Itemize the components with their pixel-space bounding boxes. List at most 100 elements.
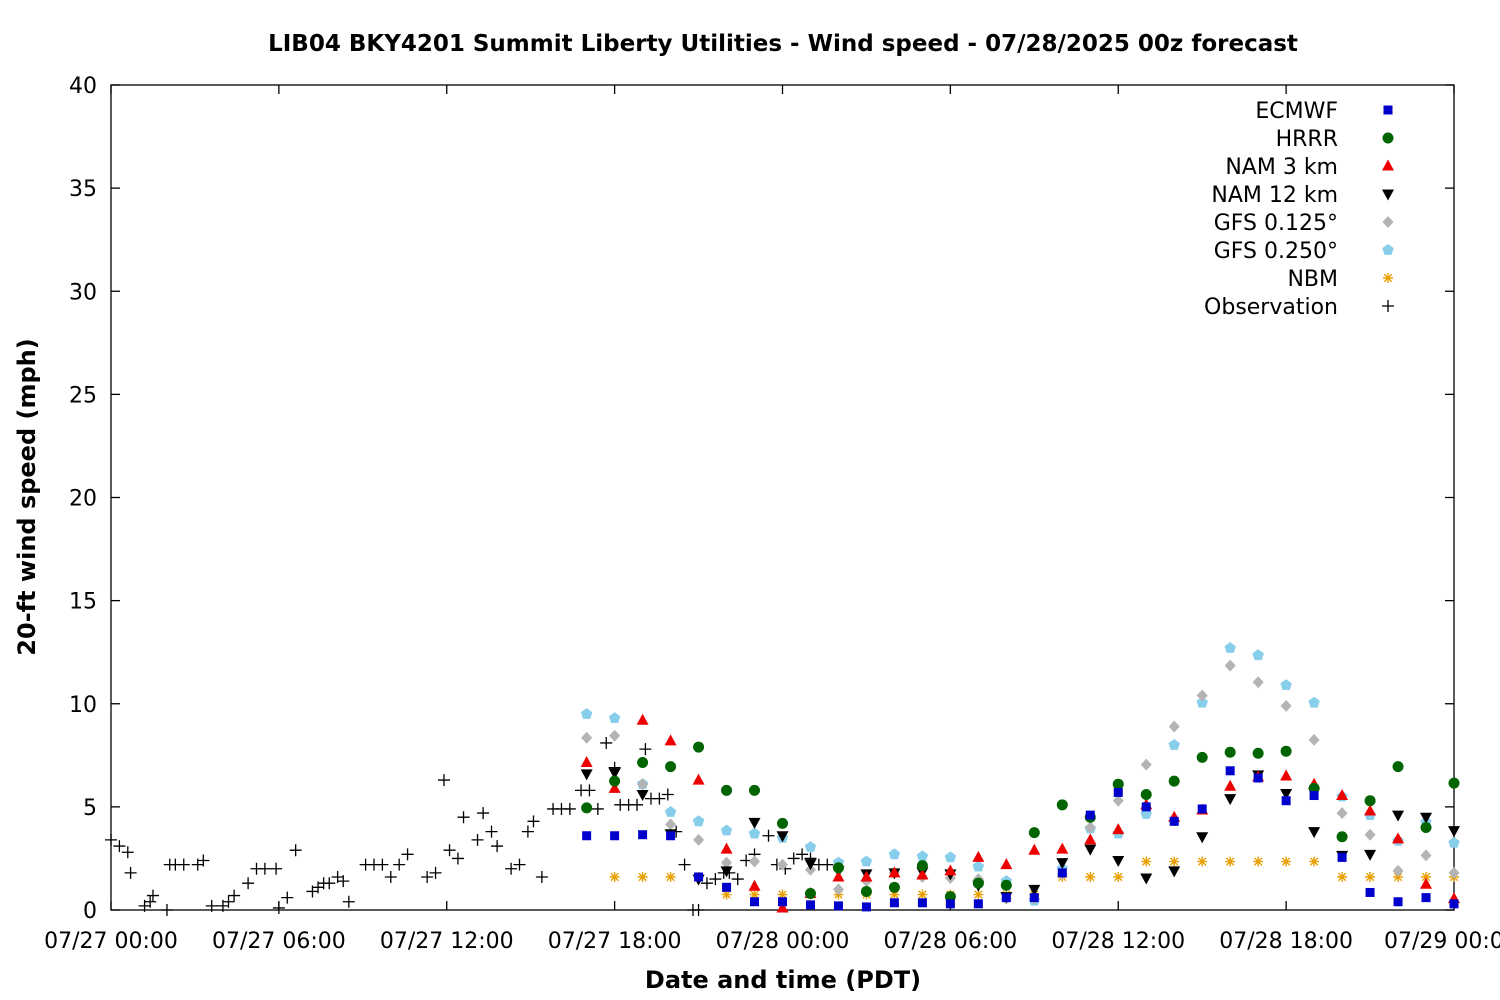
data-point: [749, 855, 761, 868]
data-point: [451, 852, 464, 865]
data-point: [1028, 884, 1041, 896]
data-point: [1224, 794, 1237, 806]
data-point: [443, 844, 456, 857]
data-point: [661, 788, 674, 801]
data-point: [1196, 696, 1208, 708]
legend-label: ECMWF: [1255, 99, 1338, 124]
x-tick-label: 07/27 06:00: [212, 929, 346, 954]
data-point: [888, 881, 900, 893]
data-point: [401, 848, 414, 861]
data-point: [1393, 872, 1404, 882]
y-tick-label: 5: [83, 796, 97, 821]
data-point: [1112, 823, 1125, 835]
data-point: [888, 866, 901, 878]
data-point: [1168, 720, 1180, 733]
data-point: [944, 851, 957, 863]
data-point: [609, 872, 620, 882]
data-point: [693, 833, 705, 846]
data-point: [631, 798, 644, 811]
data-point: [777, 817, 788, 829]
data-point: [1281, 796, 1291, 806]
legend-marker: [1383, 105, 1393, 115]
data-points: [105, 642, 1460, 916]
data-point: [582, 831, 592, 841]
data-point: [1448, 837, 1460, 848]
data-point: [535, 871, 548, 883]
data-point: [731, 873, 744, 886]
data-point: [1028, 843, 1041, 855]
data-point: [113, 840, 126, 853]
data-point: [1112, 778, 1124, 790]
data-point: [289, 844, 302, 857]
data-point: [692, 904, 705, 916]
series-ecmwf: [582, 766, 1459, 912]
data-point: [1224, 779, 1237, 791]
legend: ECMWF HRRR NAM 3 km NAM 12 km GFS 0.125° GFS …: [1204, 99, 1394, 320]
data-point: [821, 858, 834, 871]
data-point: [694, 872, 704, 882]
data-point: [749, 784, 761, 796]
data-point: [1393, 897, 1403, 907]
data-point: [1112, 794, 1124, 807]
data-point: [144, 895, 157, 908]
data-point: [1141, 802, 1151, 812]
data-point: [471, 833, 484, 846]
y-axis-title: 20-ft wind speed (mph): [13, 338, 41, 655]
data-point: [1253, 773, 1263, 783]
data-point: [945, 899, 955, 909]
data-point: [393, 858, 406, 871]
data-point: [1028, 827, 1040, 839]
data-point: [636, 713, 649, 725]
data-point: [583, 784, 596, 797]
data-point: [762, 829, 775, 842]
data-point: [1420, 849, 1432, 862]
data-point: [665, 872, 676, 882]
data-point: [1224, 746, 1236, 758]
data-point: [581, 731, 593, 744]
data-point: [1308, 696, 1320, 708]
data-point: [861, 902, 871, 912]
data-point: [972, 877, 984, 889]
data-point: [916, 850, 929, 862]
data-point: [421, 871, 434, 883]
data-point: [720, 842, 733, 854]
data-point: [1085, 810, 1095, 820]
data-point: [1001, 893, 1011, 903]
data-point: [720, 824, 733, 836]
data-point: [1056, 799, 1068, 811]
data-point: [889, 889, 900, 900]
data-point: [1420, 812, 1433, 824]
legend-marker: [1382, 132, 1394, 144]
data-point: [1084, 821, 1096, 834]
data-point: [1169, 856, 1180, 867]
data-point: [1392, 810, 1405, 822]
data-point: [580, 708, 593, 719]
data-point: [124, 866, 137, 879]
data-point: [1197, 856, 1208, 867]
data-point: [796, 848, 809, 861]
data-point: [281, 891, 294, 904]
data-point: [1448, 866, 1460, 879]
y-tick-label: 35: [69, 177, 97, 202]
data-point: [1056, 858, 1069, 870]
data-point: [833, 901, 843, 911]
data-point: [1168, 775, 1180, 787]
legend-marker: [1382, 300, 1394, 312]
data-point: [580, 769, 593, 781]
data-point: [1364, 795, 1376, 807]
data-point: [804, 888, 816, 899]
data-point: [692, 815, 705, 827]
data-point: [485, 825, 498, 838]
legend-label: GFS 0.125°: [1214, 211, 1338, 236]
data-point: [1168, 866, 1181, 878]
data-point: [437, 774, 450, 787]
legend-label: GFS 0.250°: [1214, 239, 1338, 264]
data-point: [973, 899, 983, 909]
data-point: [1252, 649, 1264, 661]
series-gfs-0-125-: [581, 659, 1460, 905]
x-tick-label: 07/28 06:00: [883, 929, 1017, 954]
data-point: [384, 871, 397, 883]
data-point: [917, 898, 927, 908]
legend-marker: [1382, 159, 1394, 171]
data-point: [609, 729, 621, 742]
